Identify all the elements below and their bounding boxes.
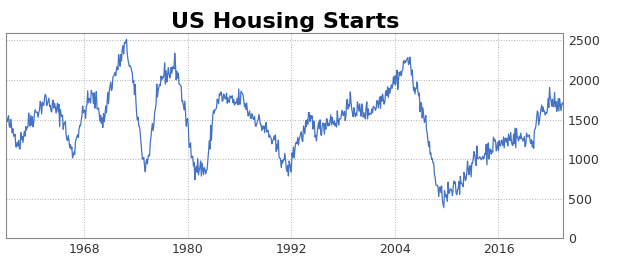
Title: US Housing Starts: US Housing Starts: [171, 12, 399, 32]
